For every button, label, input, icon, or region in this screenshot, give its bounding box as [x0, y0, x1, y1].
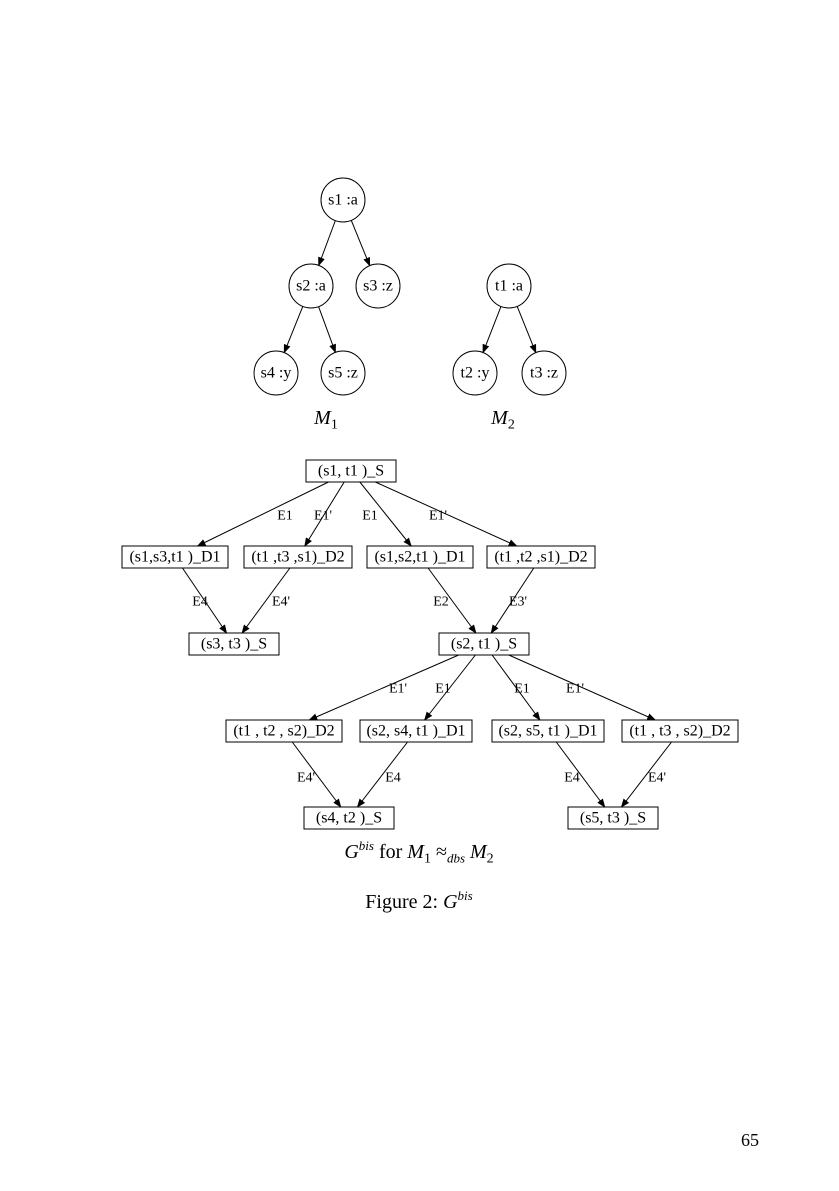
- tree-node-label: s1 :a: [328, 192, 358, 209]
- gbis-edge-label: E1': [566, 682, 584, 697]
- gbis-edge-label: E4: [564, 771, 580, 786]
- gbis-edge-label: E2: [433, 595, 449, 610]
- gbis-node-label: (s2, t1 )_S: [451, 636, 517, 653]
- gbis-node-label: (s3, t3 )_S: [201, 636, 267, 653]
- tree-node-label: s2 :a: [296, 278, 326, 295]
- gbis-edge-label: E4: [385, 771, 401, 786]
- gbis-edge-label: E1': [429, 509, 447, 524]
- gbis-edge-label: E4': [297, 771, 315, 786]
- gbis-node-label: (t1 ,t2 ,s1)_D2: [494, 549, 587, 566]
- tree-node-label: s3 :z: [363, 278, 393, 295]
- tree-node-label: s4 :y: [261, 365, 292, 382]
- gbis-edge: [198, 482, 329, 546]
- subtitle: M1: [313, 407, 338, 432]
- gbis-node-label: (t1 , t3 , s2)_D2: [629, 723, 730, 740]
- gbis-edge-label: E3': [509, 595, 527, 610]
- gbis-edge-label: E1': [389, 682, 407, 697]
- tree-node-label: t2 :y: [461, 365, 490, 382]
- diagram-svg: s1 :a s2 :a s3 :z s4 :y s5 :z t1 :a t2 :y t3 :z…: [0, 0, 839, 1191]
- tree-node-label: t3 :z: [530, 365, 558, 382]
- gbis-node-label: (t1 , t2 , s2)_D2: [233, 723, 334, 740]
- gbis-edge-label: E1: [435, 682, 451, 697]
- gbis-edge-label: E4': [272, 595, 290, 610]
- figure-caption: Figure 2: Gbis: [365, 888, 472, 913]
- gbis-node-label: (s2, s5, t1 )_D1: [498, 723, 597, 740]
- gbis-edge-label: E1: [277, 509, 293, 524]
- gbis-node-label: (s5, t3 )_S: [580, 810, 646, 827]
- gbis-node-label: (s1,s3,t1 )_D1: [129, 549, 220, 566]
- gbis-node-label: (s1, t1 )_S: [318, 463, 384, 480]
- gbis-title: Gbis for M1 ≈dbs M2: [344, 838, 493, 866]
- gbis-edge-label: E1: [514, 682, 530, 697]
- gbis-node-label: (s4, t2 )_S: [316, 810, 382, 827]
- gbis-node-label: (t1 ,t3 ,s1)_D2: [251, 549, 344, 566]
- tree-node-label: t1 :a: [495, 278, 523, 295]
- gbis-edge-label: E1': [314, 509, 332, 524]
- gbis-node-label: (s1,s2,t1 )_D1: [374, 549, 465, 566]
- gbis-edge-label: E1: [362, 509, 378, 524]
- tree-node-label: s5 :z: [328, 365, 358, 382]
- page: s1 :a s2 :a s3 :z s4 :y s5 :z t1 :a t2 :y t3 :z…: [0, 0, 839, 1191]
- page-number: 65: [741, 1130, 759, 1151]
- subtitle: M2: [490, 407, 515, 432]
- gbis-edge-label: E4: [192, 595, 208, 610]
- gbis-edge-label: E4': [648, 771, 666, 786]
- gbis-node-label: (s2, s4, t1 )_D1: [366, 723, 465, 740]
